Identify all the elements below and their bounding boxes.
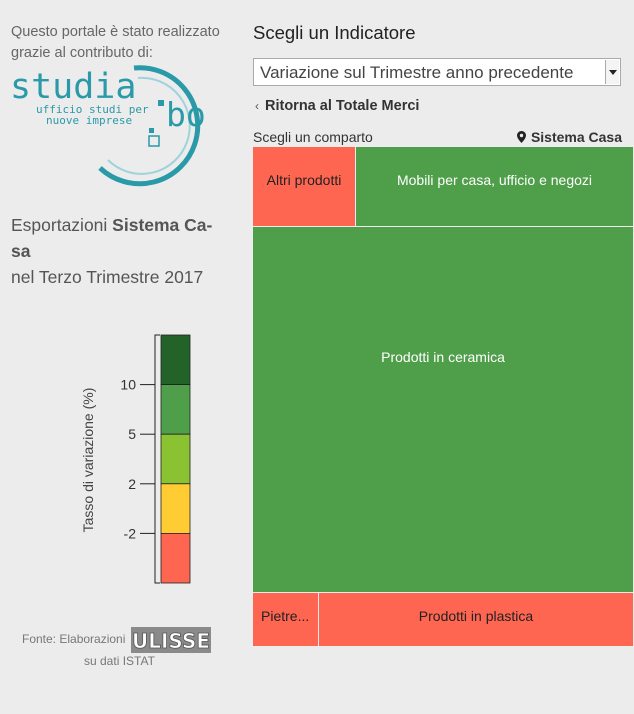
tile-mobili[interactable]: Mobili per casa, ufficio e negozi — [356, 147, 633, 226]
page-heading: Esportazioni Sistema Ca- sa nel Terzo Tr… — [11, 212, 231, 290]
tile-prodotti-ceramica[interactable]: Prodotti in ceramica — [253, 227, 633, 592]
tile-label: Mobili per casa, ufficio e negozi — [396, 172, 593, 188]
intro-line-1: Questo portale è stato realizzato — [11, 24, 220, 40]
legend-tick-label: -2 — [124, 525, 137, 541]
source-note: Fonte: Elaborazioni ULISSE su dati ISTAT — [22, 625, 222, 668]
heading-prefix: Esportazioni — [11, 215, 113, 235]
sponsor-intro: Questo portale è stato realizzato grazie… — [11, 22, 241, 64]
legend-tick-label: 5 — [128, 426, 136, 442]
current-sector-label: Sistema Casa — [530, 129, 622, 145]
logo-word: studia — [10, 67, 136, 107]
tile-prodotti-plastica[interactable]: Prodotti in plastica — [319, 593, 633, 646]
legend-swatch — [160, 483, 191, 534]
chevron-down-icon[interactable] — [605, 60, 619, 84]
heading-period: nel Terzo Trimestre 2017 — [11, 267, 204, 287]
chevron-left-icon: ‹ — [255, 99, 259, 113]
studiabo-logo[interactable]: studia ufficio studi per nuove imprese b… — [8, 60, 233, 195]
tile-label: Pietre... — [261, 608, 310, 624]
logo-sub-1: ufficio studi per — [36, 103, 149, 116]
tile-label: Prodotti in ceramica — [381, 349, 505, 365]
color-legend: Tasso di variazione (%) 10 5 2 -2 — [80, 334, 191, 584]
legend-swatch — [160, 384, 191, 435]
intro-line-2: grazie al contributo di: — [11, 45, 153, 61]
indicator-select[interactable]: Variazione sul Trimestre anno precedente — [253, 58, 621, 86]
tile-altri-prodotti[interactable]: Altri prodotti — [253, 147, 355, 226]
map-marker-icon — [516, 131, 526, 143]
legend-tick-label: 10 — [120, 377, 136, 393]
back-link-label: Ritorna al Totale Merci — [265, 98, 420, 114]
tile-label: Prodotti in plastica — [418, 608, 534, 624]
legend-axis-label: Tasso di variazione (%) — [80, 388, 96, 533]
legend-swatch — [160, 334, 191, 385]
legend-swatch — [160, 433, 191, 485]
back-to-total-link[interactable]: ‹ Ritorna al Totale Merci — [255, 98, 419, 114]
tile-label: Altri prodotti — [266, 172, 342, 188]
heading-sector-a: Sistema Ca- — [112, 215, 213, 235]
source-text: Fonte: Elaborazioni — [22, 632, 126, 646]
logo-suffix: bo — [166, 95, 206, 134]
ulisse-logo-text: ULISSE — [132, 629, 210, 653]
source-istat: su dati ISTAT — [84, 654, 155, 668]
choose-sector-label: Scegli un comparto — [253, 129, 373, 145]
legend-swatch — [160, 532, 191, 584]
ulisse-logo[interactable]: ULISSE — [130, 626, 211, 653]
indicator-select-value: Variazione sul Trimestre anno precedente — [260, 63, 574, 82]
heading-sector-b: sa — [11, 241, 31, 261]
current-sector: Sistema Casa — [516, 129, 622, 145]
indicator-title: Scegli un Indicatore — [253, 22, 416, 43]
tile-pietre[interactable]: Pietre... — [253, 593, 318, 646]
legend-tick-label: 2 — [128, 476, 136, 492]
logo-sub-2: nuove imprese — [46, 114, 132, 127]
